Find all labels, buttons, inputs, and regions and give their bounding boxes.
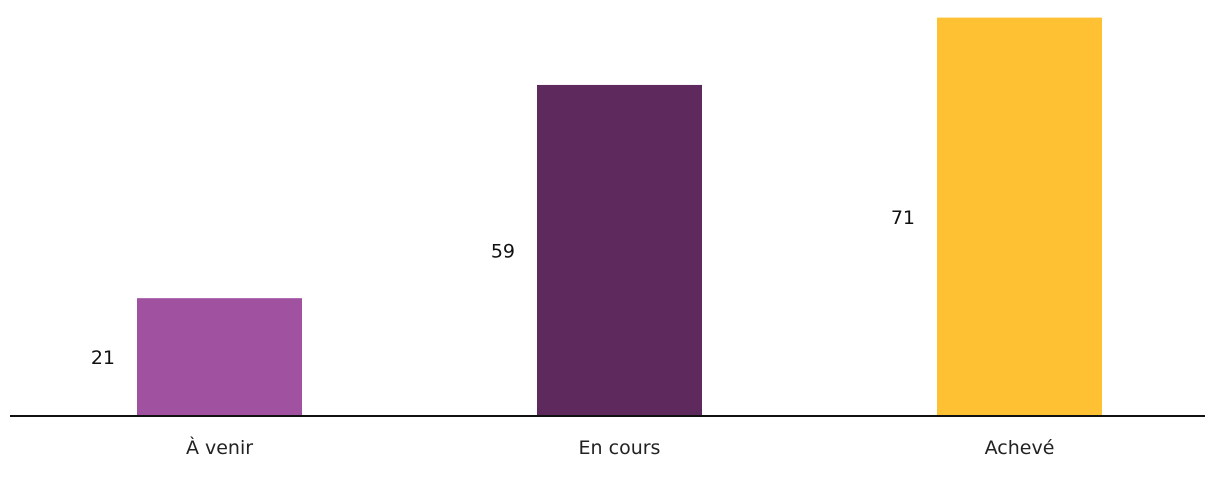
category-label-2: En cours xyxy=(579,437,661,459)
bar-3 xyxy=(937,17,1102,416)
value-label-1: 21 xyxy=(91,347,115,369)
value-label-3: 71 xyxy=(891,207,915,229)
category-labels-group: À venir En cours Achevé xyxy=(186,436,1054,459)
value-label-2: 59 xyxy=(491,240,515,262)
bar-2 xyxy=(537,84,702,416)
category-label-3: Achevé xyxy=(985,437,1055,459)
bars-group xyxy=(137,17,1102,416)
bar-1 xyxy=(137,298,302,416)
category-label-1: À venir xyxy=(186,436,253,459)
value-labels-group: 21 59 71 xyxy=(91,207,915,369)
